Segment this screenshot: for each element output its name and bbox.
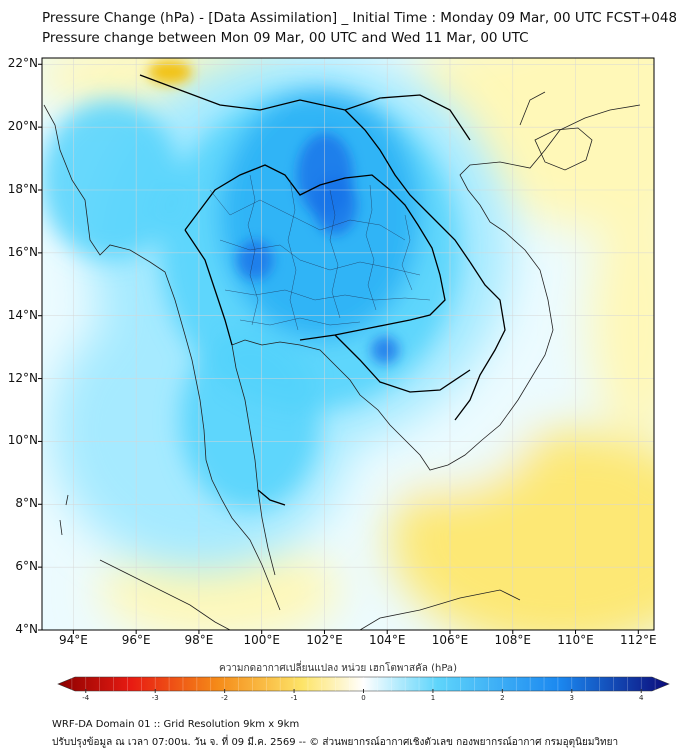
border-china: [139, 74, 471, 141]
coast-hainan: [534, 127, 593, 171]
lon-label: 104°E: [368, 633, 406, 647]
coast-sumatra: [99, 559, 231, 630]
field-yellow-e: [590, 200, 654, 440]
border-thailand-west: [184, 229, 233, 346]
lat-label: 10°N: [7, 433, 38, 448]
colorbar-tick-label: -2: [221, 694, 229, 702]
coast-borneo: [359, 589, 521, 630]
lat-label: 8°N: [15, 496, 38, 511]
lon-label: 98°E: [184, 633, 214, 647]
axis-ticks: [38, 63, 639, 634]
colorbar-tick-marks: [71, 677, 656, 693]
border-malaysia: [257, 489, 286, 506]
colorbar-tick-label: 4: [638, 694, 644, 702]
colorbar-gradient: [57, 676, 670, 692]
lon-label: 100°E: [243, 633, 280, 647]
lat-label: 12°N: [7, 370, 38, 385]
border-cambodia: [334, 334, 471, 393]
lat-label: 20°N: [7, 119, 38, 134]
lon-label: 110°E: [557, 633, 594, 647]
country-borders: [139, 74, 506, 506]
lat-label: 6°N: [15, 559, 38, 574]
colorbar-tick-label: -3: [151, 694, 159, 702]
lon-label: 102°E: [306, 633, 343, 647]
colorbar-tick-label: 3: [569, 694, 575, 702]
coast-andaman: [59, 494, 69, 536]
colorbar: [57, 676, 670, 693]
coast-peninsula-west: [205, 459, 281, 611]
field-blue-deep2: [313, 175, 357, 235]
field-yellow-ne2: [410, 58, 630, 125]
field-cyan-nw: [42, 100, 180, 260]
map-frame: [41, 57, 655, 631]
lon-label: 106°E: [431, 633, 469, 647]
lon-label: 96°E: [121, 633, 151, 647]
footer-credit: ปรับปรุงข้อมูล ณ เวลา 07:00น. วัน จ. ที่…: [52, 737, 619, 748]
coast-peninsula-east: [231, 104, 641, 576]
colorbar-tick-label: -4: [82, 694, 90, 702]
colorbar-tick-label: 1: [430, 694, 436, 702]
border-thailand-north: [184, 164, 446, 341]
map-title: Pressure Change (hPa) - [Data Assimilati…: [42, 10, 676, 26]
footer-model-info: WRF-DA Domain 01 :: Grid Resolution 9km …: [52, 719, 300, 730]
lon-label: 112°E: [620, 633, 657, 647]
province-boundaries: [209, 174, 431, 331]
graticule: [42, 58, 654, 630]
map-subtitle: Pressure change between Mon 09 Mar, 00 U…: [42, 30, 529, 46]
lat-label: 4°N: [15, 622, 38, 636]
lat-label: 18°N: [7, 182, 38, 196]
colorbar-tick-label: 2: [500, 694, 505, 702]
field-cyan-central: [180, 330, 320, 510]
field-yellow-strong: [148, 60, 192, 84]
coast-leizhou: [519, 91, 546, 126]
colorbar-label: ความกดอากาศเปลี่ยนแปลง หน่วย เฮกโตพาสคัล…: [219, 663, 457, 674]
colorbar-tick-label: -1: [290, 694, 298, 702]
field-blue-deep3: [237, 240, 273, 280]
lon-label: 108°E: [494, 633, 532, 647]
field-blue-deep4: [371, 336, 399, 364]
coastlines: [43, 91, 641, 630]
lat-label: 16°N: [7, 244, 38, 259]
pressure-change-map: [38, 57, 655, 634]
colorbar-tick-label: 0: [361, 694, 366, 702]
lat-label: 22°N: [7, 56, 38, 71]
lon-label: 94°E: [58, 633, 88, 647]
coast-myanmar-west: [43, 104, 207, 461]
border-vietnam: [454, 261, 506, 421]
border-laos: [344, 109, 471, 263]
lat-label: 14°N: [7, 307, 38, 322]
pressure-field: [42, 58, 654, 630]
